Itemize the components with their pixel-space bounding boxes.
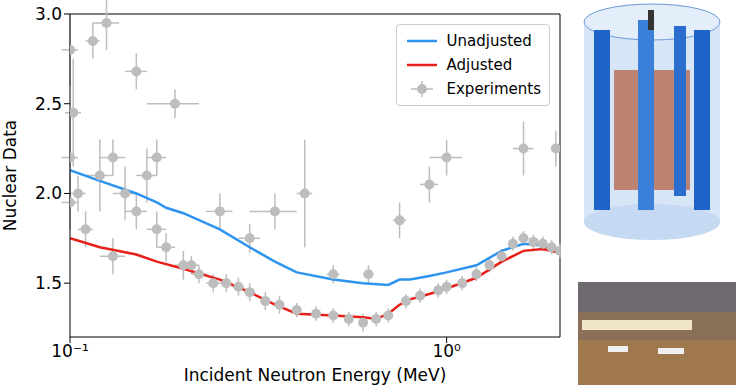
- svg-text:10⁻¹: 10⁻¹: [51, 341, 88, 361]
- html-text:Experiments: Experiments: [446, 80, 541, 98]
- svg-text:3.0: 3.0: [35, 4, 62, 24]
- html-text:Unadjusted: Unadjusted: [446, 32, 532, 50]
- svg-text:2.0: 2.0: [35, 183, 62, 203]
- svg-text:Incident Neutron Energy (MeV): Incident Neutron Energy (MeV): [184, 365, 447, 385]
- svg-text:Nuclear Data: Nuclear Data: [0, 120, 20, 231]
- svg-text:2.5: 2.5: [35, 94, 62, 114]
- svg-text:1.5: 1.5: [35, 273, 62, 293]
- html-text:Adjusted: Adjusted: [446, 56, 513, 74]
- svg-text:10⁰: 10⁰: [432, 341, 461, 361]
